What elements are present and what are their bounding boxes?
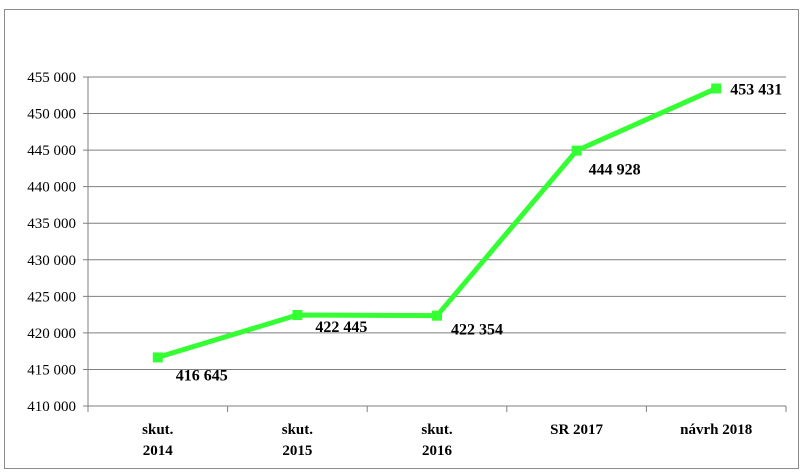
data-label: 444 928 [589,162,641,179]
data-point-marker [711,83,722,94]
x-category-label: návrh 2018 [680,422,752,438]
x-category-label: skut. [282,422,314,438]
y-tick-label: 455 000 [27,70,76,86]
data-point-marker [152,352,163,363]
y-tick-label: 445 000 [27,143,76,159]
data-point-marker [571,145,582,156]
data-point-marker [292,310,303,321]
y-tick-label: 415 000 [27,362,76,378]
y-tick-label: 430 000 [27,253,76,269]
x-category-label: 2016 [422,443,453,459]
y-tick-label: 425 000 [27,289,76,305]
y-tick-label: 440 000 [27,180,76,196]
x-category-label: SR 2017 [550,422,603,438]
x-category-label: 2014 [143,443,174,459]
x-category-label: 2015 [282,443,312,459]
data-label: 416 645 [176,367,228,384]
y-tick-label: 410 000 [27,399,76,415]
data-point-marker [432,310,442,321]
y-tick-label: 450 000 [27,107,76,123]
y-tick-label: 435 000 [27,216,76,232]
x-category-label: skut. [142,422,174,438]
x-category-label: skut. [421,422,453,438]
data-label: 422 445 [315,319,367,336]
chart-frame [4,9,799,469]
data-label: 453 431 [730,81,782,98]
data-label: 422 354 [451,322,503,339]
y-tick-label: 420 000 [27,326,76,342]
